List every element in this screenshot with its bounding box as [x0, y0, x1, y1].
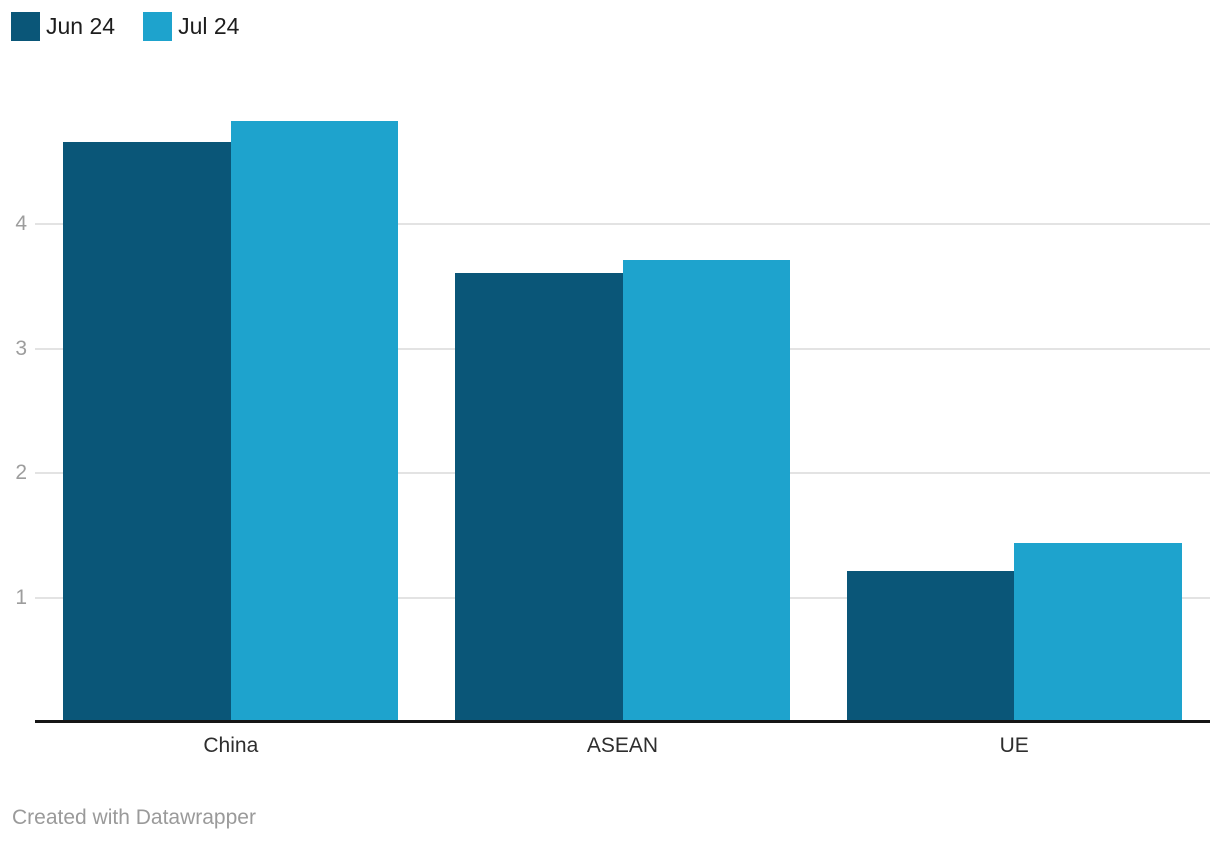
- x-axis-line: [35, 720, 1210, 723]
- y-tick-label-2: 2: [15, 461, 27, 485]
- x-category-label-china: China: [203, 734, 259, 757]
- bar-asean-jun24: [455, 272, 623, 722]
- legend-swatch-jul24-icon: [143, 12, 173, 41]
- y-tick-label-1: 1: [15, 585, 27, 609]
- y-tick-label-4: 4: [15, 212, 27, 236]
- bar-china-jul24: [230, 121, 399, 722]
- x-category-label-ue: UE: [999, 734, 1029, 757]
- gridline-y-4: [35, 223, 1210, 226]
- legend-swatch-jun24-icon: [11, 12, 40, 41]
- legend-label-jul24: Jul 24: [178, 13, 240, 39]
- bar-asean-jul24: [622, 260, 790, 722]
- attribution-text: Created with Datawrapper: [12, 806, 256, 829]
- legend-item-jul24: Jul 24: [143, 12, 239, 41]
- y-tick-label-3: 3: [15, 336, 27, 360]
- bar-china-jun24: [63, 142, 231, 722]
- legend: Jun 24 Jul 24: [11, 12, 239, 41]
- bar-ue-jun24: [846, 571, 1015, 722]
- bar-ue-jul24: [1014, 542, 1182, 722]
- legend-label-jun24: Jun 24: [46, 13, 116, 39]
- legend-item-jun24: Jun 24: [11, 12, 115, 41]
- x-category-label-asean: ASEAN: [586, 734, 659, 757]
